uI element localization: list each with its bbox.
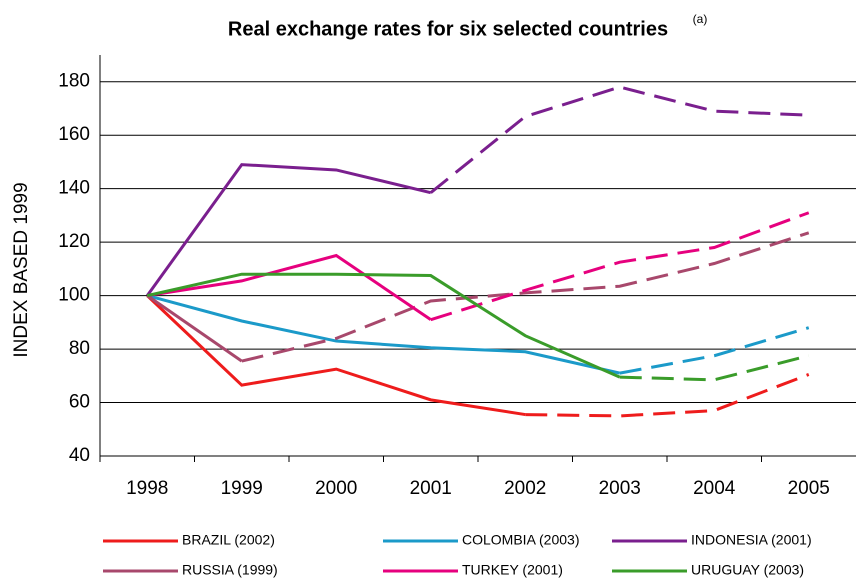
series-line — [146, 163, 432, 297]
series-line — [147, 253, 432, 321]
chart-title: Real exchange rates for six selected cou… — [228, 18, 668, 40]
series-line — [241, 231, 810, 363]
x-tick-label: 2003 — [599, 478, 641, 499]
series-line — [146, 272, 621, 379]
y-axis-label: INDEX BASED 1999 — [11, 182, 32, 357]
x-tick-label: 2002 — [504, 478, 546, 499]
legend-label: URUGUAY (2003) — [691, 562, 804, 578]
x-tick-label: 1998 — [126, 478, 168, 499]
legend-label: TURKEY (2001) — [462, 562, 563, 578]
series-line — [146, 294, 621, 375]
x-tick-label: 2000 — [315, 478, 357, 499]
y-tick-label: 140 — [58, 178, 90, 199]
y-tick-label: 100 — [58, 285, 90, 306]
y-tick-label: 160 — [58, 124, 90, 145]
x-tick-label: 1999 — [221, 478, 263, 499]
y-tick-label: 180 — [58, 71, 90, 92]
x-tick-label: 2005 — [788, 478, 830, 499]
y-tick-label: 60 — [69, 392, 90, 413]
title-note: (a) — [693, 12, 708, 26]
series-line — [146, 294, 243, 363]
legend-label: COLOMBIA (2003) — [462, 532, 580, 548]
series-line — [430, 211, 810, 322]
y-tick-label: 40 — [69, 445, 90, 466]
y-tick-label: 80 — [69, 338, 90, 359]
y-tick-label: 120 — [58, 231, 90, 252]
legend-label: INDONESIA (2001) — [691, 532, 812, 548]
series-line — [146, 294, 526, 417]
legend-label: BRAZIL (2002) — [182, 532, 275, 548]
series-line — [429, 85, 809, 194]
x-tick-label: 2001 — [410, 478, 452, 499]
x-tick-label: 2004 — [693, 478, 736, 499]
series-line — [619, 326, 810, 375]
series-line — [525, 373, 810, 418]
legend-label: RUSSIA (1999) — [182, 562, 278, 578]
series-line — [619, 354, 810, 382]
